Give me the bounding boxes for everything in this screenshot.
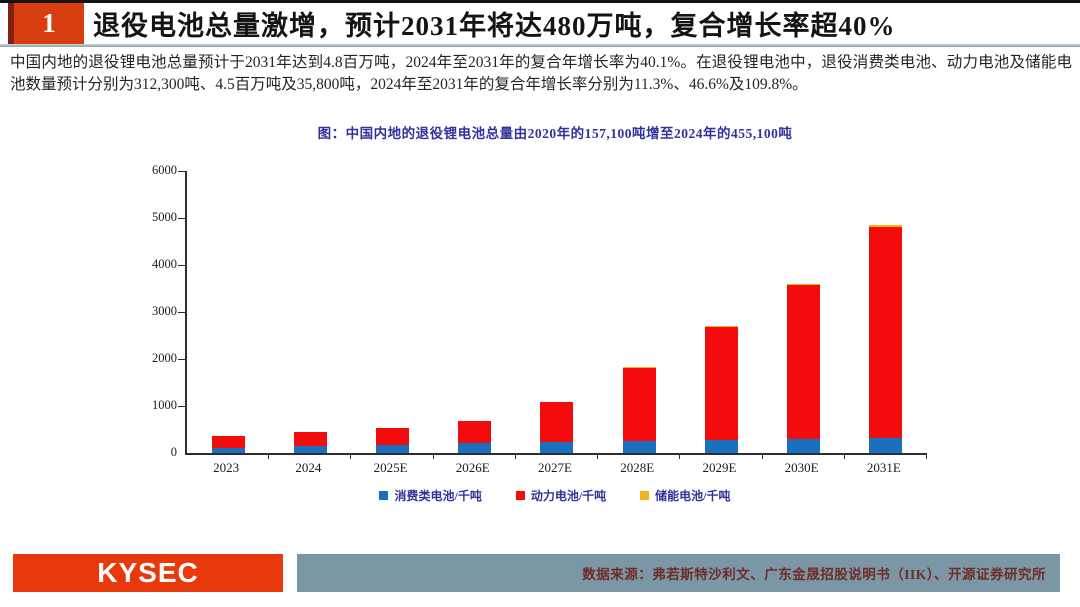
plot-area: 0 1000 2000 3000 4000 5000 6000 — [152, 163, 927, 459]
y-axis-tick — [178, 170, 185, 172]
x-axis-category-label: 2026E — [455, 460, 490, 475]
x-axis-tick — [268, 453, 270, 459]
x-axis-category-label: 2025E — [373, 460, 408, 475]
bar-segment — [540, 442, 574, 453]
y-axis-tick — [178, 311, 185, 313]
stacked-bar-2027E — [540, 402, 574, 453]
section-number-badge: 1 — [8, 3, 84, 44]
x-axis-category-label: 2031E — [866, 460, 901, 475]
y-axis-tick — [178, 264, 185, 266]
bar-segment — [458, 421, 492, 444]
bar-segment — [376, 428, 410, 445]
x-axis-category-label: 2028E — [620, 460, 655, 475]
bar-segment — [376, 444, 410, 453]
y-axis-tick-label: 6000 — [152, 163, 177, 177]
bar-slot-2029E — [680, 171, 762, 453]
x-axis-category-label: 2024 — [295, 460, 322, 475]
kysec-logo: KYSEC — [13, 554, 283, 592]
y-axis-tick-label: 2000 — [152, 351, 177, 365]
x-axis-tick — [761, 453, 763, 459]
stacked-bar-2028E — [622, 367, 656, 453]
y-axis-tick-label: 1000 — [152, 398, 177, 412]
bar-segment — [211, 447, 245, 453]
y-axis-tick — [178, 405, 185, 407]
bar-slot-2030E — [763, 171, 845, 453]
x-axis-category-label: 2029E — [702, 460, 737, 475]
bar-segment — [622, 441, 656, 453]
bar-segment — [787, 439, 821, 453]
x-axis-tick — [432, 453, 434, 459]
bar-segment — [704, 440, 738, 453]
legend-item: 动力电池/千吨 — [515, 487, 607, 504]
x-axis-tick — [514, 453, 516, 459]
legend-label: 动力电池/千吨 — [530, 489, 607, 503]
y-axis-tick-label: 5000 — [152, 210, 177, 224]
bar-segment — [704, 326, 738, 441]
bar-slot-2031E — [845, 171, 927, 453]
y-axis-tick-label: 0 — [170, 445, 177, 459]
x-axis-tick — [679, 453, 681, 459]
bar-segment — [869, 438, 903, 453]
bar-segment — [293, 446, 327, 453]
legend-swatch-icon — [379, 491, 389, 500]
x-axis-category-label: 2030E — [784, 460, 819, 475]
x-axis-labels: 2023 2024 2025E 2026E 2027E 2028E 2029E 2030E 20… — [185, 460, 925, 476]
bar-slot-2025E — [351, 171, 433, 453]
y-axis-tick — [178, 358, 185, 360]
x-axis-tick — [843, 453, 845, 459]
x-axis-category-label: 2027E — [538, 460, 572, 475]
bar-segment — [458, 443, 492, 453]
stacked-bar-2024 — [293, 431, 327, 453]
legend-label: 消费类电池/千吨 — [394, 489, 482, 503]
bar-segment — [704, 326, 738, 327]
legend-item: 储能电池/千吨 — [640, 487, 731, 504]
legend-swatch-icon — [640, 491, 650, 500]
header-divider — [0, 44, 1080, 47]
stacked-bar-2025E — [376, 428, 410, 453]
bar-segment — [293, 431, 327, 447]
data-source-text: 数据来源：弗若斯特沙利文、广东金晟招股说明书（IIK）、开源证券研究所 — [582, 567, 1046, 582]
kysec-logo-text: KYSEC — [97, 557, 199, 588]
bar-segment — [540, 402, 574, 443]
x-axis-category-label: 2023 — [213, 460, 240, 475]
y-axis-tick-label: 4000 — [152, 257, 177, 271]
section-number: 1 — [42, 8, 56, 38]
x-axis-tick — [597, 453, 599, 459]
bars-container — [187, 171, 927, 453]
legend-item: 消费类电池/千吨 — [379, 487, 482, 504]
x-axis-tick — [926, 453, 927, 459]
stacked-bar-2023 — [211, 436, 245, 453]
y-axis-tick-label: 3000 — [152, 304, 177, 318]
stacked-bar-2031E — [869, 225, 903, 453]
bar-slot-2026E — [434, 171, 516, 453]
legend-label: 储能电池/千吨 — [655, 489, 731, 503]
summary-paragraph: 中国内地的退役锂电池总量预计于2031年达到4.8百万吨，2024年至2031年… — [10, 54, 1072, 93]
bar-slot-2027E — [516, 171, 598, 453]
bar-segment — [211, 436, 245, 448]
top-border-line — [0, 0, 1080, 3]
chart-title: 图：中国内地的退役锂电池总量由2020年的157,100吨增至2024年的455… — [317, 126, 793, 141]
stacked-bar-2030E — [787, 283, 821, 453]
stacked-bar-2026E — [458, 420, 492, 453]
y-axis-tick — [178, 217, 185, 219]
x-axis-tick — [350, 453, 352, 459]
legend-swatch-icon — [515, 491, 525, 500]
page-title: 退役电池总量激增，预计2031年将达480万吨，复合增长率超40% — [93, 11, 896, 41]
bar-segment — [787, 283, 821, 285]
bar-segment — [869, 226, 903, 439]
bar-segment — [622, 367, 656, 442]
bar-slot-2024 — [269, 171, 351, 453]
bar-segment — [787, 284, 821, 440]
bar-slot-2028E — [598, 171, 680, 453]
stacked-bar-2029E — [704, 326, 738, 453]
data-source-bar: 数据来源：弗若斯特沙利文、广东金晟招股说明书（IIK）、开源证券研究所 — [297, 554, 1060, 592]
bar-segment — [869, 225, 903, 227]
chart-legend: 消费类电池/千吨 动力电池/千吨 储能电池/千吨 — [185, 487, 925, 504]
bar-slot-2023 — [187, 171, 269, 453]
